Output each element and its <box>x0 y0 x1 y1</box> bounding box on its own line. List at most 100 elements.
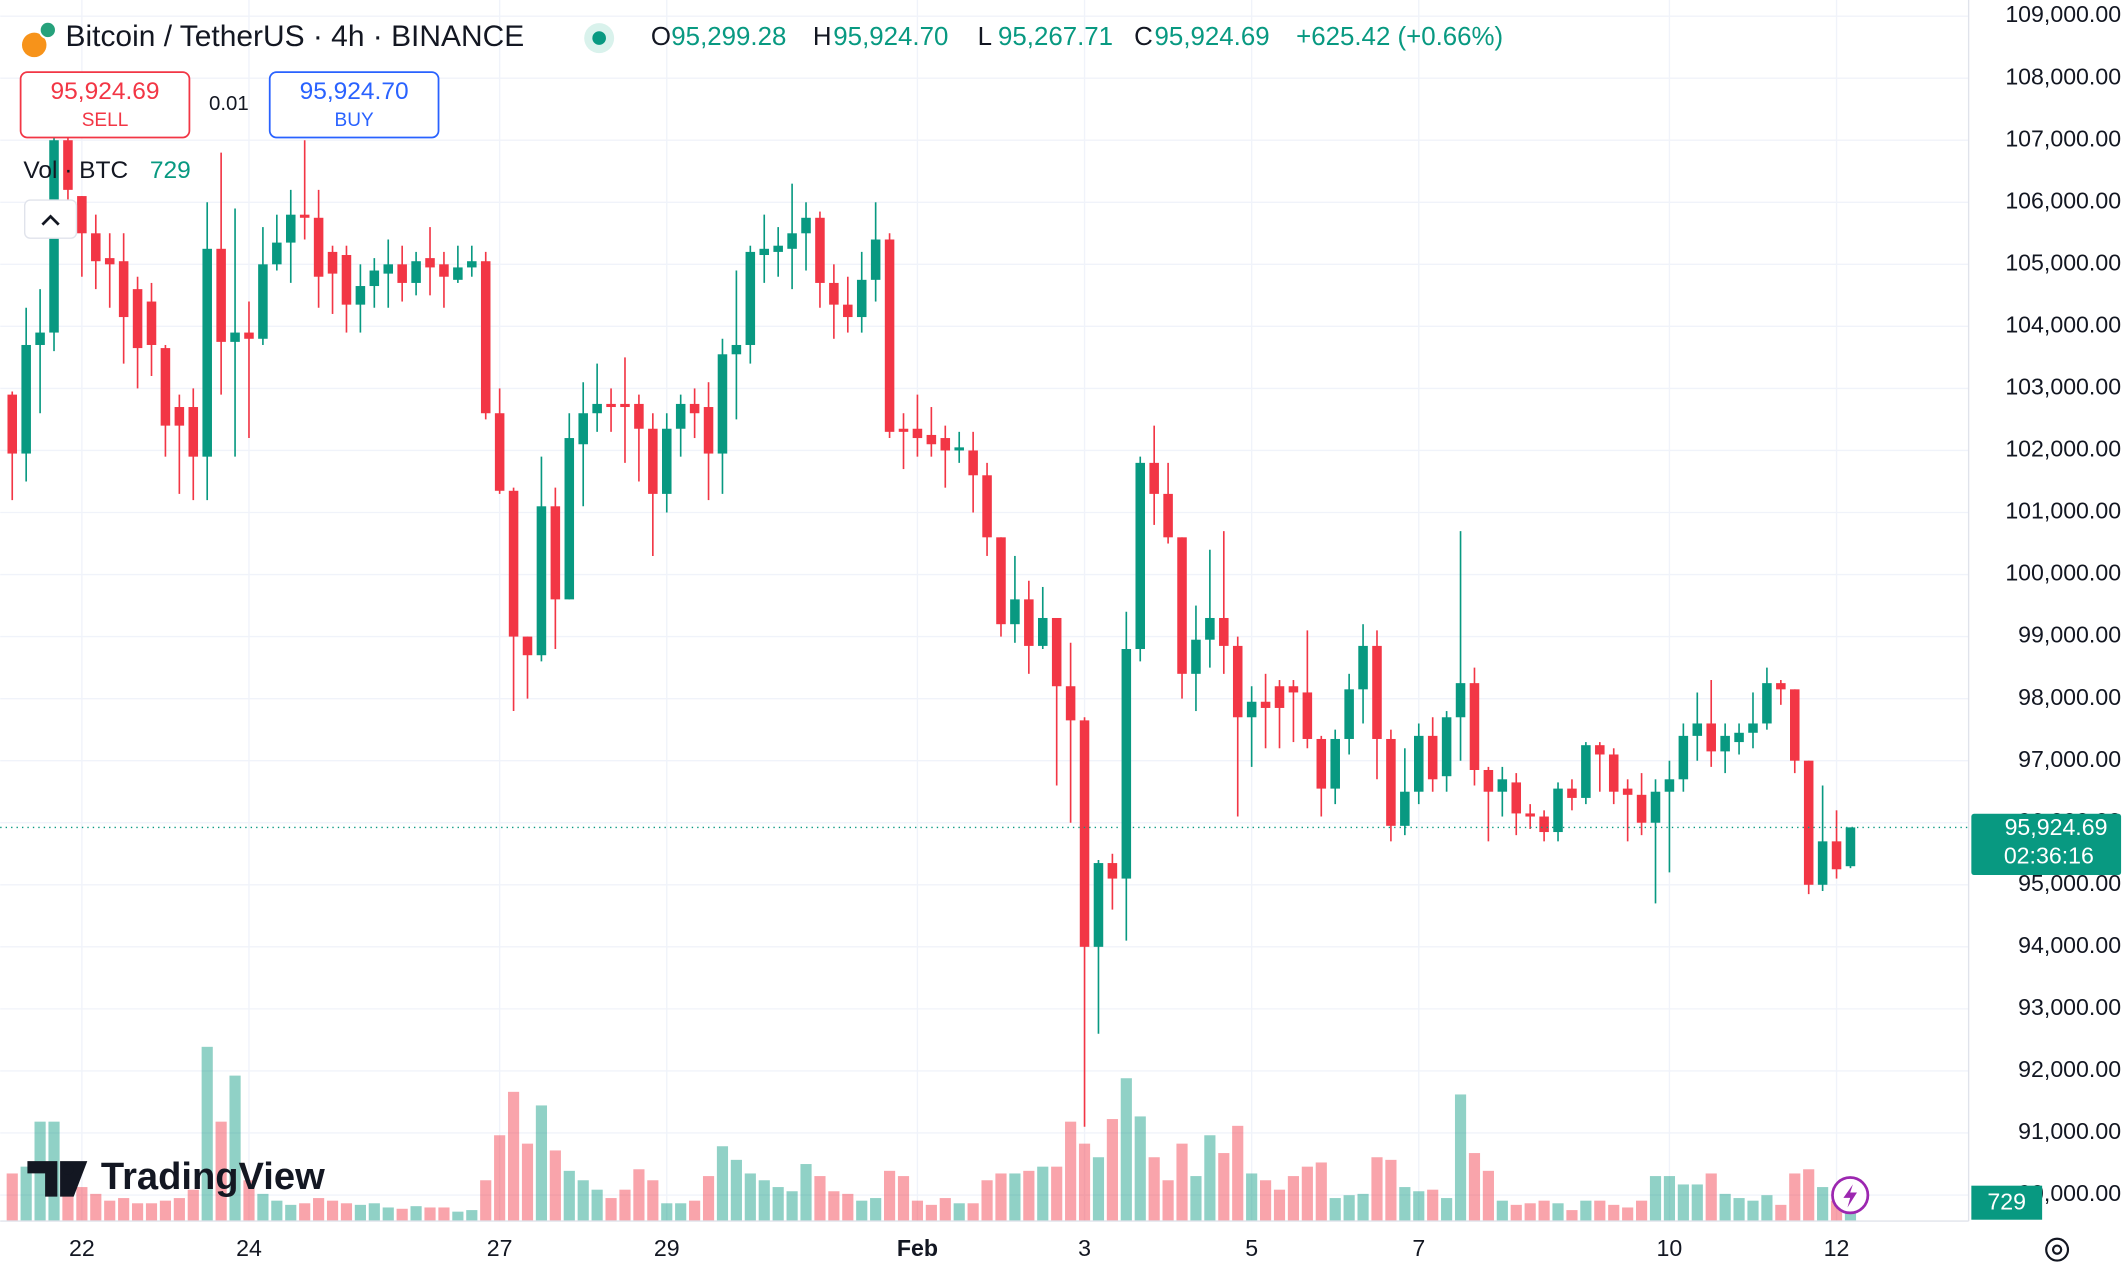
volume-bar <box>521 1143 534 1222</box>
buy-button[interactable] <box>268 71 440 139</box>
candles <box>7 121 1856 1127</box>
volume-bar <box>271 1200 283 1222</box>
candle-body <box>480 261 491 414</box>
candle-body <box>564 438 575 600</box>
volume-bar <box>1677 1184 1689 1222</box>
settings-icon[interactable] <box>2051 1244 2063 1255</box>
y-tick-label: 106,000.00 <box>2005 187 2121 213</box>
volume-bar <box>702 1176 715 1222</box>
ohlc-legend: O 95,299.28 H 95,924.70 L 95,267.71 C 95,924.69 <box>651 23 1270 51</box>
y-tick-label: 103,000.00 <box>2005 374 2121 400</box>
settings-button[interactable] <box>2045 1237 2070 1262</box>
candle-body <box>216 248 226 342</box>
volume-bar <box>1246 1173 1258 1222</box>
volume-pane <box>6 1046 1857 1222</box>
volume-bar <box>1037 1166 1049 1222</box>
candle-body <box>383 264 394 274</box>
y-tick-label: 107,000.00 <box>2005 125 2121 151</box>
volume-bar <box>1218 1153 1230 1222</box>
candle-body <box>1427 735 1438 780</box>
volume-label-box <box>1971 1185 2043 1220</box>
collapse-button[interactable] <box>24 199 78 239</box>
candle-body <box>536 506 547 656</box>
volume-bar <box>438 1207 450 1222</box>
volume-bar <box>1385 1159 1397 1222</box>
candle-body <box>759 248 770 256</box>
candle-body <box>1831 841 1842 870</box>
volume-bar <box>1329 1198 1341 1222</box>
candle-body <box>1692 723 1703 736</box>
candle-body <box>1608 754 1619 792</box>
sell-button[interactable] <box>19 71 191 139</box>
volume-bar <box>647 1180 659 1222</box>
volume-bar <box>563 1170 575 1222</box>
volume-bar <box>1287 1176 1300 1222</box>
volume-bar <box>90 1193 102 1222</box>
candle-body <box>1191 639 1201 674</box>
collapse-icon[interactable] <box>41 214 60 226</box>
volume-bar <box>1106 1119 1118 1222</box>
volume-bar <box>744 1173 756 1222</box>
volume-bar <box>1343 1195 1355 1222</box>
candle-body <box>620 403 630 408</box>
volume-bar <box>215 1121 227 1222</box>
candle-body <box>1358 645 1368 690</box>
candle-body <box>1288 686 1299 693</box>
candle-body <box>592 403 602 414</box>
volume-bar <box>452 1211 464 1222</box>
x-tick-label: 12 <box>1824 1235 1850 1261</box>
candle-body <box>494 413 505 491</box>
candle-body <box>1595 745 1605 755</box>
volume-bar <box>1789 1173 1801 1222</box>
candle-body <box>689 403 700 414</box>
volume-bar <box>187 1189 199 1222</box>
candle-body <box>341 255 352 305</box>
buy-label[interactable]: BUY <box>335 110 374 131</box>
volume-bar <box>1524 1203 1536 1222</box>
alert-icon[interactable] <box>1843 1184 1857 1208</box>
candle-body <box>1344 689 1354 739</box>
x-tick-label: 10 <box>1657 1235 1683 1261</box>
volume-bar <box>257 1193 269 1222</box>
candle-body <box>508 490 519 637</box>
y-tick-label: 99,000.00 <box>2018 622 2121 648</box>
buy-price[interactable]: 95,924.70 <box>300 78 409 105</box>
y-tick-label: 91,000.00 <box>2018 1118 2121 1144</box>
volume-bar <box>313 1198 325 1222</box>
volume-bar <box>1482 1170 1494 1222</box>
volume-bar <box>633 1169 645 1222</box>
candle-body <box>843 304 853 318</box>
volume-bar <box>396 1208 408 1222</box>
volume-bar <box>1427 1189 1439 1222</box>
volume-bar <box>1733 1198 1745 1222</box>
candle-body <box>829 282 839 305</box>
volume-bar <box>716 1146 729 1222</box>
volume-bar <box>480 1180 492 1222</box>
volume-bar <box>1065 1121 1077 1222</box>
volume-bar <box>1663 1176 1676 1222</box>
logo-dot <box>62 1163 74 1175</box>
volume-bar <box>354 1204 366 1222</box>
volume-bar <box>1649 1176 1662 1222</box>
chart-title: Bitcoin / TetherUS · 4h · BINANCE <box>66 20 525 53</box>
y-tick-label: 92,000.00 <box>2018 1056 2121 1082</box>
candle-body <box>1762 683 1772 724</box>
volume-bar <box>1803 1169 1815 1222</box>
volume-bar <box>1747 1200 1759 1222</box>
volume-bar <box>1636 1200 1648 1222</box>
candle-body <box>1316 738 1327 789</box>
volume-bar <box>424 1207 436 1222</box>
candle-body <box>174 407 185 426</box>
candle-body <box>1553 788 1563 833</box>
candle-body <box>675 403 686 429</box>
sell-label[interactable]: SELL <box>82 110 129 131</box>
candle-body <box>550 506 561 600</box>
volume-bar <box>1273 1189 1286 1222</box>
candle-body <box>91 233 101 262</box>
sell-price[interactable]: 95,924.69 <box>51 78 160 105</box>
candle-body <box>244 332 254 339</box>
legend-value: 95,299.28 <box>671 23 786 51</box>
candle-body <box>104 258 115 265</box>
volume-bar <box>883 1170 896 1222</box>
